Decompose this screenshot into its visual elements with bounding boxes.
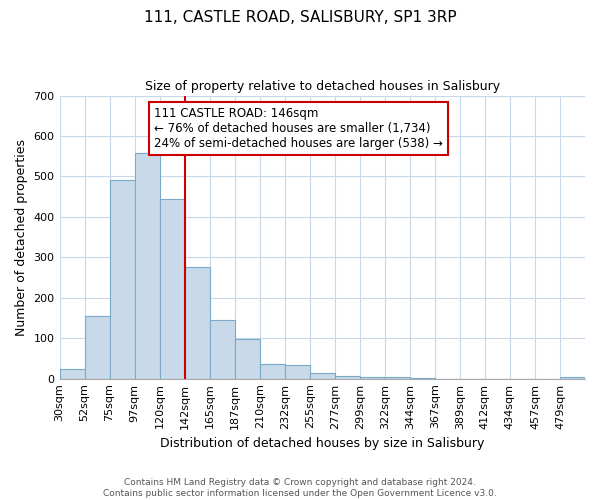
Bar (360, 376, 385, 378)
Bar (310, 373, 335, 378)
Bar (209, 320, 235, 378)
Text: 111 CASTLE ROAD: 146sqm
← 76% of detached houses are smaller (1,734)
24% of semi: 111 CASTLE ROAD: 146sqm ← 76% of detache… (154, 107, 443, 150)
Bar (285, 364, 310, 378)
Bar (185, 268, 209, 378)
Y-axis label: Number of detached properties: Number of detached properties (15, 138, 28, 336)
X-axis label: Distribution of detached houses by size in Salisbury: Distribution of detached houses by size … (160, 437, 484, 450)
Bar (59, 368, 85, 378)
Text: 111, CASTLE ROAD, SALISBURY, SP1 3RP: 111, CASTLE ROAD, SALISBURY, SP1 3RP (143, 10, 457, 25)
Bar (134, 153, 160, 378)
Bar (335, 376, 360, 378)
Bar (235, 339, 260, 378)
Text: Contains HM Land Registry data © Crown copyright and database right 2024.
Contai: Contains HM Land Registry data © Crown c… (103, 478, 497, 498)
Bar (260, 364, 285, 378)
Bar (110, 180, 134, 378)
Bar (160, 198, 185, 378)
Title: Size of property relative to detached houses in Salisbury: Size of property relative to detached ho… (145, 80, 500, 93)
Bar (85, 316, 110, 378)
